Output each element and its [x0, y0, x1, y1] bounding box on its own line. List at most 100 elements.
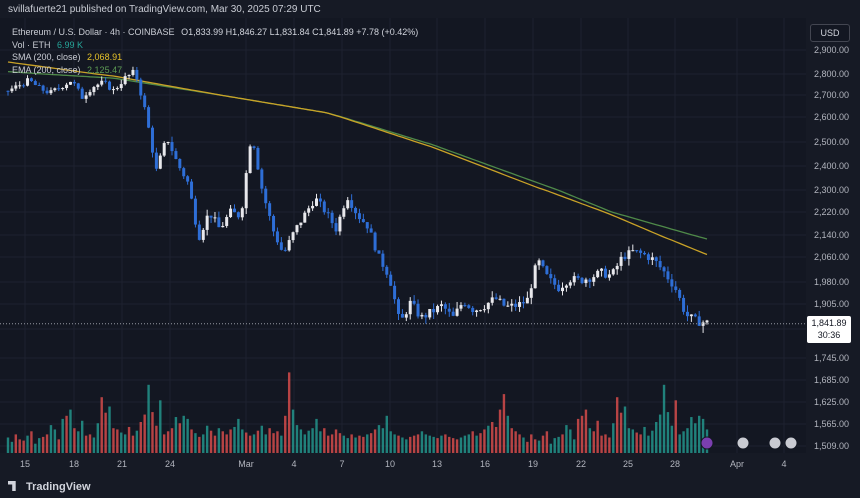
- candle-body: [314, 198, 318, 206]
- volume-bar: [268, 428, 271, 453]
- candle-body: [506, 305, 510, 307]
- sma-label[interactable]: SMA (200, close): [12, 52, 81, 62]
- candle-body: [498, 298, 502, 300]
- volume-bar: [38, 438, 41, 453]
- volume-bar: [334, 429, 338, 453]
- candle-body: [549, 274, 553, 279]
- candle-body: [689, 314, 693, 317]
- volume-bar: [323, 428, 326, 453]
- candle-body: [670, 279, 674, 287]
- volume-bar: [369, 433, 373, 453]
- volume-bar: [350, 434, 353, 453]
- volume-bar: [190, 429, 193, 453]
- candle-body: [61, 88, 65, 90]
- x-tick-label: 18: [69, 459, 79, 469]
- candle-body: [334, 223, 338, 232]
- candle-body: [88, 92, 92, 96]
- candle-body: [92, 87, 96, 93]
- candle-body: [279, 242, 283, 250]
- volume-bar: [159, 400, 162, 453]
- volume-bar: [245, 432, 248, 453]
- candle-body: [615, 265, 619, 270]
- ema-value: 2,125.47: [87, 64, 123, 75]
- volume-bar: [612, 423, 615, 453]
- bar-countdown: 30:36: [817, 330, 841, 340]
- y-tick-label: 1,980.00: [814, 277, 849, 287]
- x-tick-label: Apr: [730, 459, 744, 469]
- volume-bar: [416, 434, 420, 453]
- volume-bar: [678, 434, 681, 453]
- candle-body: [84, 95, 88, 99]
- candle-body: [80, 88, 84, 99]
- candle-body: [619, 256, 623, 266]
- y-tick-label: 2,900.00: [814, 45, 849, 55]
- candle-body: [57, 88, 61, 90]
- candle-body: [643, 252, 647, 255]
- candle-body: [330, 212, 334, 224]
- candle-body: [10, 88, 14, 92]
- tradingview-brand[interactable]: TradingView: [8, 481, 91, 493]
- volume-bar: [34, 443, 37, 453]
- volume-bar: [77, 431, 80, 453]
- candle-body: [33, 81, 37, 86]
- candle-body: [443, 304, 447, 309]
- candle-body: [627, 250, 631, 259]
- volume-bar: [217, 428, 221, 453]
- volume-bar: [401, 437, 404, 453]
- volume-bar: [284, 415, 287, 453]
- x-tick-label: 28: [670, 459, 680, 469]
- candle-body: [439, 304, 443, 307]
- currency-button[interactable]: USD: [810, 24, 850, 42]
- candle-body: [197, 224, 201, 240]
- candle-body: [607, 274, 611, 278]
- volume-bar: [428, 435, 431, 453]
- symbol-label[interactable]: Ethereum / U.S. Dollar · 4h · COINBASE: [12, 27, 175, 37]
- x-tick-label: 4: [291, 459, 296, 469]
- y-tick-label: 2,600.00: [814, 112, 849, 122]
- candle-body: [240, 208, 244, 218]
- volume-bar: [30, 431, 33, 453]
- volume-bar: [697, 415, 701, 453]
- volume-bar: [6, 437, 10, 453]
- volume-bar: [377, 425, 381, 453]
- candle-body: [533, 265, 537, 289]
- volume-bar: [186, 418, 189, 453]
- candle-body: [104, 80, 108, 82]
- candle-body: [158, 155, 162, 169]
- candle-body: [611, 269, 615, 275]
- volume-bar: [584, 409, 588, 453]
- volume-bar: [502, 394, 506, 453]
- volume-bar: [651, 430, 654, 453]
- event-marker-icon: [784, 436, 798, 450]
- candle-body: [108, 81, 112, 90]
- volume-bar: [127, 426, 131, 453]
- volume-bar: [600, 435, 603, 453]
- candle-body: [41, 85, 45, 91]
- x-tick-label: 4: [781, 459, 786, 469]
- volume-bar: [631, 429, 635, 453]
- y-tick-label: 1,685.00: [814, 375, 849, 385]
- volume-label[interactable]: Vol · ETH: [12, 39, 51, 50]
- y-tick-label: 2,700.00: [814, 90, 849, 100]
- candle-body: [295, 225, 299, 233]
- candle-body: [377, 250, 381, 254]
- x-tick-label: 10: [385, 459, 395, 469]
- volume-bar: [327, 435, 330, 453]
- candle-body: [600, 268, 604, 271]
- candle-body: [525, 297, 529, 304]
- candle-body: [201, 229, 205, 240]
- candle-body: [467, 305, 471, 308]
- candle-body: [545, 266, 549, 275]
- volume-bar: [424, 434, 428, 453]
- volume-bar: [604, 434, 607, 453]
- volume-bar: [510, 428, 513, 453]
- volume-bar: [647, 435, 650, 453]
- x-tick-label: 24: [165, 459, 175, 469]
- candle-body: [420, 314, 424, 317]
- volume-bar: [100, 397, 103, 453]
- candle-body: [65, 84, 69, 89]
- candle-body: [650, 257, 654, 260]
- candle-body: [37, 85, 41, 87]
- ema-label[interactable]: EMA (200, close): [12, 64, 81, 75]
